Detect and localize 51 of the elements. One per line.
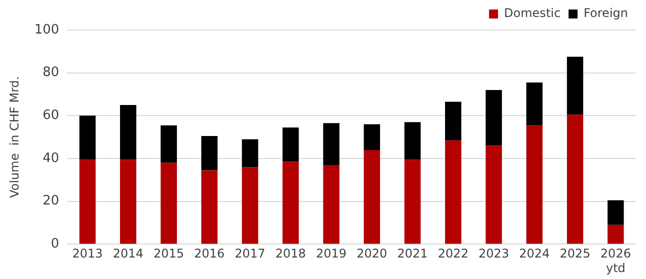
bar: [404, 160, 421, 244]
bar: [608, 224, 624, 244]
bar: [160, 162, 177, 244]
bar: [160, 125, 177, 163]
y-tick-label: 60: [42, 108, 60, 124]
y-tick-label: 100: [34, 22, 60, 38]
bar: [120, 104, 136, 160]
bar: [566, 56, 584, 115]
x-tick-label: 2019: [316, 246, 347, 261]
x-tick-label: 2022: [438, 246, 468, 261]
x-tick-label: 2023: [478, 246, 510, 261]
bar: [79, 160, 96, 244]
x-tick-label: 2018: [275, 246, 306, 261]
x-tick-label: 2026 ytd: [600, 246, 631, 275]
legend-label: Domestic: [504, 6, 561, 20]
y-tick-label: 40: [42, 150, 60, 166]
bar: [282, 127, 299, 162]
x-tick-label: 2016: [194, 246, 225, 261]
bar: [486, 90, 502, 146]
x-tick-label: 2017: [234, 246, 266, 261]
bar: [242, 167, 258, 244]
bar: [79, 116, 96, 160]
bar: [608, 200, 624, 225]
y-tick-label: 20: [42, 194, 60, 209]
bar: [486, 146, 502, 244]
x-tick-label: 2024: [519, 246, 550, 261]
bar: [364, 124, 380, 150]
x-tick-label: 2013: [72, 246, 103, 261]
y-axis-title: Volume in CHF Mrd.: [7, 76, 22, 198]
bar: [323, 123, 340, 165]
y-tick-label: 0: [50, 236, 60, 252]
x-tick-label: 2015: [154, 246, 184, 261]
legend-label: Foreign: [584, 6, 628, 20]
x-tick-label: 2021: [397, 246, 428, 261]
bar: [323, 164, 340, 244]
bar: [364, 150, 380, 244]
bar: [120, 160, 136, 244]
bar: [526, 125, 543, 244]
y-tick-label: 80: [42, 65, 60, 80]
bar: [282, 162, 299, 244]
bar: [445, 102, 462, 140]
x-tick-label: 2014: [112, 246, 144, 261]
bar: [404, 122, 421, 160]
bar: [566, 114, 584, 244]
bar: [526, 82, 543, 126]
x-tick-label: 2020: [356, 246, 388, 261]
bar: [445, 140, 462, 244]
bar: [201, 136, 218, 170]
bar: [242, 139, 258, 168]
bar: [201, 170, 218, 244]
x-tick-label: 2025: [560, 246, 590, 261]
